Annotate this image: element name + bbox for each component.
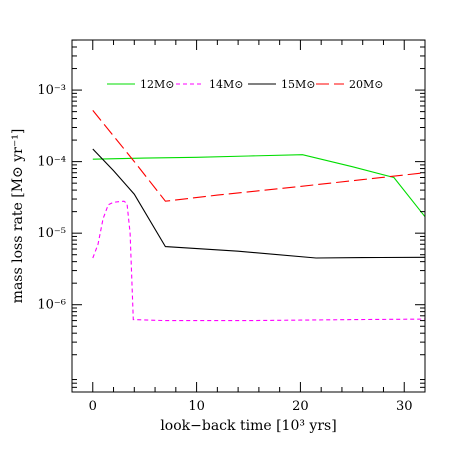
legend-label: 12M⊙ — [140, 78, 174, 91]
y-axis-label: mass loss rate [M⊙ yr⁻¹] — [10, 129, 26, 304]
plot-frame — [71, 39, 426, 393]
series-line-1 — [92, 154, 425, 218]
x-tick-label: 10 — [188, 399, 205, 414]
legend-label: 15M⊙ — [281, 78, 315, 91]
y-tick-label: 10⁻³ — [37, 83, 66, 98]
x-tick-label: 30 — [396, 399, 413, 414]
ticks-layer: 0 10 20 30 10⁻³ 10⁻⁴ 10⁻⁵ 10⁻⁶ — [37, 39, 426, 414]
x-tick-label: 20 — [292, 399, 309, 414]
series-line-2 — [92, 200, 425, 322]
legend: 12M⊙ 14M⊙ 15M⊙ 20M⊙ — [107, 78, 383, 91]
y-tick-label: 10⁻⁴ — [37, 155, 66, 170]
legend-label: 14M⊙ — [209, 78, 243, 91]
series-layer — [92, 110, 425, 322]
series-line-3 — [92, 148, 425, 259]
legend-label: 20M⊙ — [349, 78, 383, 91]
y-tick-label: 10⁻⁵ — [37, 226, 66, 241]
x-axis-label: look−back time [10³ yrs] — [160, 418, 336, 434]
series-line-4 — [92, 110, 425, 202]
x-tick-label: 0 — [89, 399, 97, 414]
y-tick-label: 10⁻⁶ — [37, 298, 66, 313]
